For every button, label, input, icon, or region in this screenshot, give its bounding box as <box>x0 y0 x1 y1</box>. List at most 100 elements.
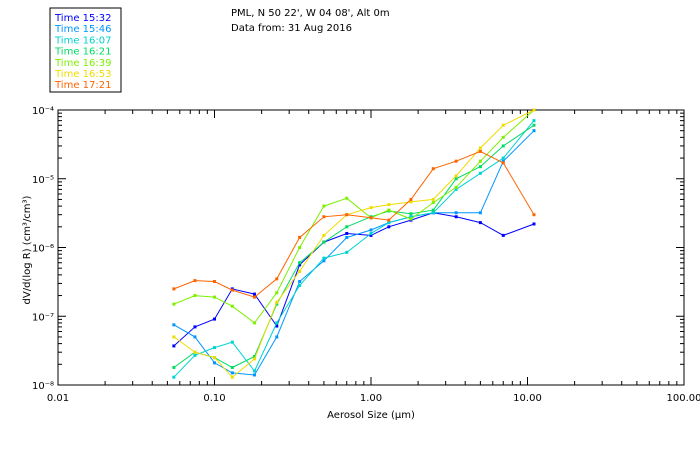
data-point <box>431 197 435 201</box>
legend-entry: Time 16:39 <box>54 58 111 69</box>
data-point <box>478 221 482 225</box>
data-point <box>369 216 373 220</box>
data-point <box>298 261 302 265</box>
data-point <box>275 300 279 304</box>
data-point <box>501 123 505 127</box>
data-point <box>252 292 256 296</box>
data-point <box>478 211 482 215</box>
data-point <box>193 353 197 357</box>
data-point <box>478 159 482 163</box>
data-point <box>409 212 413 216</box>
data-point <box>322 240 326 244</box>
y-tick-label: 10⁻⁷ <box>32 312 54 323</box>
data-point <box>454 215 458 219</box>
data-point <box>478 149 482 153</box>
data-point <box>213 346 216 350</box>
data-point <box>193 335 197 339</box>
data-point <box>298 284 302 288</box>
data-point <box>369 228 373 232</box>
data-point <box>275 291 279 295</box>
data-point <box>532 222 536 226</box>
data-point <box>213 295 216 299</box>
series-line-3 <box>173 120 535 378</box>
data-point <box>454 211 458 215</box>
series-line-1 <box>173 212 535 347</box>
data-point <box>172 344 176 348</box>
data-point <box>322 215 326 219</box>
data-point <box>322 204 326 208</box>
legend-entry: Time 17:21 <box>54 80 111 91</box>
data-point <box>431 167 435 171</box>
data-point <box>369 233 373 237</box>
series-line-5 <box>173 109 535 324</box>
data-point <box>193 279 197 283</box>
data-point <box>532 123 536 127</box>
data-point <box>322 259 326 263</box>
data-point <box>409 215 413 219</box>
data-point <box>298 246 302 249</box>
data-point <box>345 231 349 235</box>
data-point <box>213 317 216 321</box>
data-point <box>172 323 176 327</box>
legend-entry: Time 16:21 <box>54 47 111 58</box>
y-axis: 10⁻⁸ 10⁻⁷ 10⁻⁶ 10⁻⁵ 10⁻⁴ <box>32 106 684 392</box>
data-point <box>230 304 234 308</box>
data-point <box>298 263 302 267</box>
data-point <box>454 177 458 181</box>
data-point <box>230 365 234 369</box>
data-point <box>409 197 413 201</box>
data-point <box>193 325 197 329</box>
data-point <box>454 159 458 163</box>
data-point <box>345 250 349 254</box>
x-axis-label: Aerosol Size (µm) <box>327 410 415 421</box>
data-point <box>275 277 279 281</box>
data-point <box>252 321 256 325</box>
data-point <box>369 231 373 235</box>
data-point <box>532 213 536 217</box>
data-point <box>501 135 505 139</box>
data-point <box>501 161 505 165</box>
data-point <box>345 235 349 239</box>
data-point <box>230 371 234 375</box>
data-point <box>275 321 279 325</box>
data-point <box>431 211 435 215</box>
data-point <box>172 365 176 369</box>
data-point <box>275 335 279 339</box>
data-point <box>213 361 216 365</box>
y-tick-label: 10⁻⁸ <box>32 381 54 392</box>
y-axis-label: dV/d(log R) (cm³/cm³) <box>22 195 33 304</box>
data-point <box>478 146 482 150</box>
data-point <box>532 108 536 112</box>
data-point <box>478 171 482 175</box>
data-point <box>454 187 458 191</box>
data-point <box>252 373 256 377</box>
legend-entry: Time 16:07 <box>54 35 111 46</box>
data-point <box>387 203 391 207</box>
data-point <box>252 357 256 361</box>
data-point <box>387 218 391 222</box>
y-tick-label: 10⁻⁴ <box>32 106 54 117</box>
data-point <box>501 233 505 237</box>
x-tick-label: 100.00 <box>667 393 700 404</box>
data-point <box>409 217 413 221</box>
data-point <box>172 287 176 291</box>
data-point <box>275 324 279 328</box>
data-point <box>322 256 326 260</box>
data-point <box>230 340 234 344</box>
data-point <box>213 356 216 360</box>
data-point <box>387 221 391 225</box>
x-axis: 0.01 0.10 1.00 10.00 100.00 <box>47 110 700 404</box>
legend-entry: Time 15:32 <box>54 13 111 24</box>
data-point <box>387 225 391 229</box>
data-point <box>387 208 391 212</box>
data-point <box>230 375 234 379</box>
data-point <box>345 213 349 217</box>
x-tick-label: 10.00 <box>513 393 542 404</box>
data-point <box>431 208 435 212</box>
data-point <box>369 206 373 210</box>
data-point <box>501 159 505 163</box>
data-point <box>213 280 216 284</box>
x-tick-label: 1.00 <box>360 393 382 404</box>
